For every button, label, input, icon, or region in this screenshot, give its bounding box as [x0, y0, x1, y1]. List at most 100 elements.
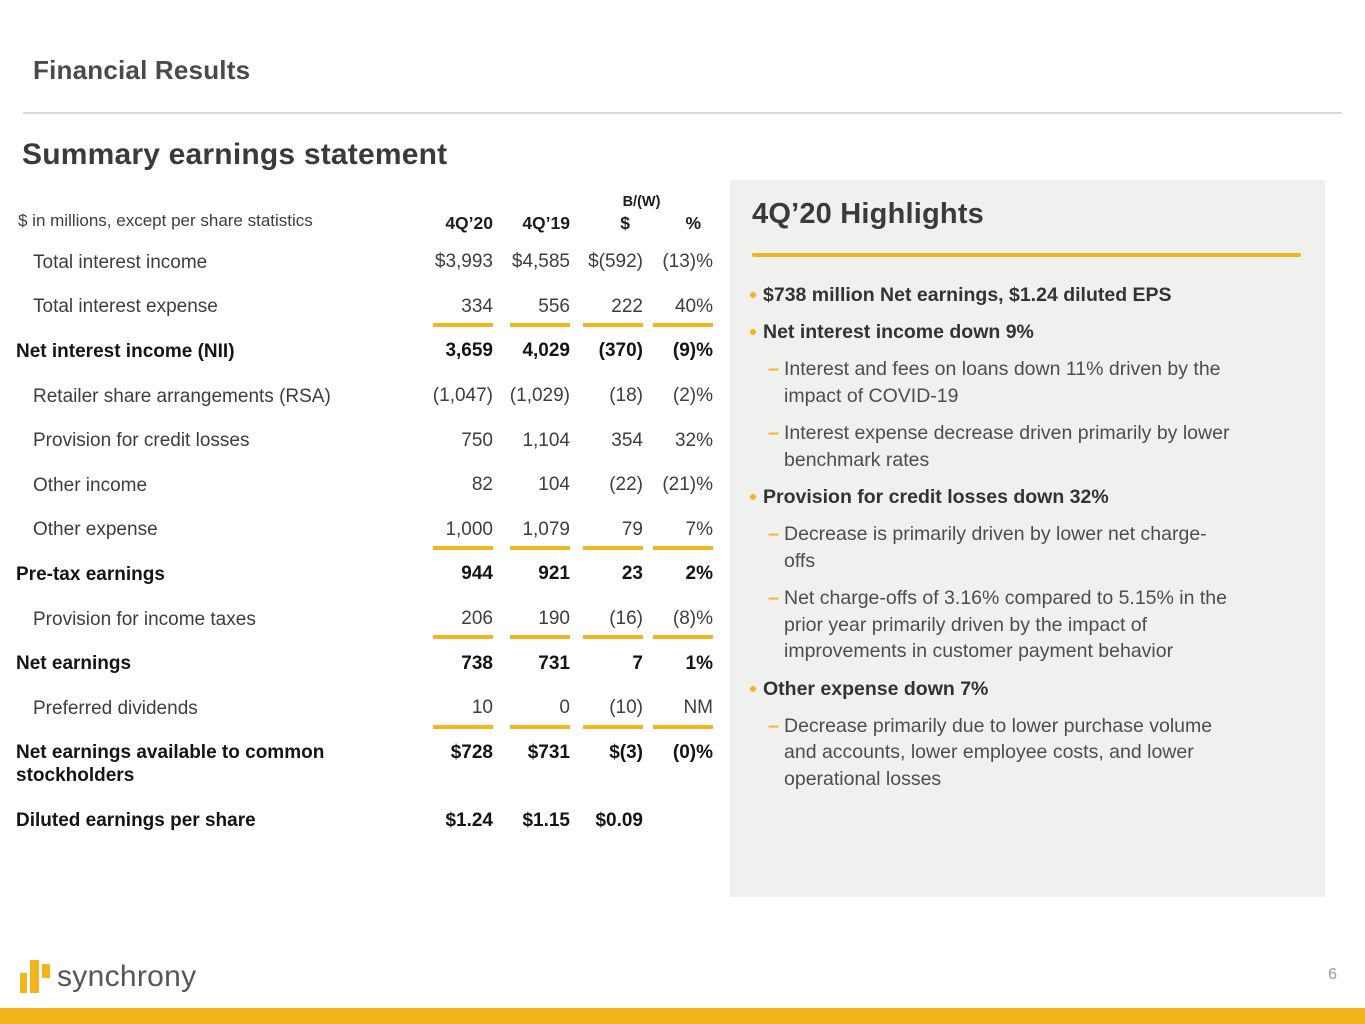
page-number: 6	[1328, 966, 1337, 983]
value-bw-percent: (2)%	[672, 385, 713, 407]
highlight-text: Provision for credit losses down 32%	[763, 486, 1109, 508]
value-bw-percent: (8)%	[643, 596, 713, 642]
slide-kicker: Financial Results	[33, 55, 251, 85]
highlights-divider	[752, 253, 1301, 257]
column-header-dollar: $	[620, 213, 630, 233]
value-4q20: 1,000	[420, 507, 493, 553]
bullet-dot-icon	[750, 685, 756, 692]
row-label: Other income	[33, 474, 148, 496]
bullet-dot-icon	[750, 292, 756, 298]
value-bw-dollar: $0.09	[595, 809, 643, 831]
synchrony-logo: synchrony	[20, 958, 260, 998]
row-label: Net earnings available to common stockho…	[16, 741, 325, 786]
value-bw-dollar: (22)	[609, 474, 643, 496]
row-label: Provision for income taxes	[33, 608, 256, 630]
table-row: Pre-tax earnings 944 921 23 2%	[16, 552, 714, 597]
value-4q20: 3,659	[445, 340, 493, 362]
highlight-sub-text: Decrease primarily due to lower purchase…	[784, 714, 1213, 790]
table-row: Diluted earnings per share $1.24 $1.15 $0.0…	[16, 799, 714, 844]
value-bw-percent: NM	[643, 685, 713, 731]
value-4q20: (1,047)	[432, 385, 493, 407]
bullet-dot-icon	[750, 494, 756, 500]
dash-bullet-icon: –	[768, 714, 779, 737]
column-header-percent: %	[685, 213, 701, 233]
highlights-list: $738 million Net earnings, $1.24 diluted…	[750, 282, 1301, 792]
row-label: Provision for credit losses	[33, 430, 250, 452]
highlight-item: Provision for credit losses down 32%	[750, 484, 1301, 510]
highlight-sub-text: Interest and fees on loans down 11% driv…	[784, 358, 1221, 407]
value-4q19: 731	[538, 652, 570, 674]
value-4q19: $1.15	[522, 809, 570, 831]
value-4q20: $728	[450, 741, 493, 763]
table-row: Provision for income taxes 206 190 (16) (8)%	[16, 596, 714, 642]
value-4q19: (1,029)	[509, 385, 570, 407]
value-4q20: 334	[420, 284, 493, 330]
value-bw-percent	[643, 799, 713, 844]
value-bw-dollar: (18)	[609, 385, 643, 407]
column-header-bw-group: B/(W) $ %	[570, 194, 713, 240]
value-4q20: $1.24	[445, 809, 493, 831]
highlight-sub-item: – Net charge-offs of 3.16% compared to 5.…	[750, 585, 1301, 665]
table-row: Retailer share arrangements (RSA) (1,047)…	[16, 374, 714, 419]
highlight-sub-text: Interest expense decrease driven primari…	[784, 422, 1230, 471]
value-bw-percent: 32%	[674, 429, 713, 451]
highlight-item: $738 million Net earnings, $1.24 diluted…	[750, 282, 1301, 308]
dash-bullet-icon: –	[768, 422, 779, 444]
highlight-text: $738 million Net earnings, $1.24 diluted…	[763, 284, 1172, 306]
column-header-4q20: 4Q’20	[445, 213, 493, 233]
value-bw-percent: 7%	[643, 507, 713, 553]
value-bw-dollar: 222	[570, 284, 643, 330]
dash-bullet-icon: –	[768, 587, 779, 609]
synchrony-logo-text: synchrony	[57, 960, 197, 993]
value-bw-dollar: $(3)	[609, 741, 643, 763]
highlight-item: Other expense down 7%	[750, 676, 1301, 702]
row-label: Preferred dividends	[33, 697, 198, 719]
highlight-text: Net interest income down 9%	[763, 321, 1034, 343]
row-label: Diluted earnings per share	[16, 810, 256, 832]
table-header-row: $ in millions, except per share statisti…	[16, 192, 714, 240]
highlight-text: Other expense down 7%	[763, 677, 989, 700]
synchrony-bars-icon	[20, 958, 54, 994]
page-title: Summary earnings statement	[22, 138, 448, 171]
table-row: Net earnings 738 731 7 1%	[16, 641, 714, 686]
highlights-title: 4Q’20 Highlights	[752, 198, 985, 230]
value-bw-percent: 2%	[685, 563, 713, 585]
bottom-accent-bar	[0, 1008, 1365, 1024]
highlight-sub-item: – Decrease is primarily driven by lower n…	[750, 521, 1301, 574]
row-label: Net earnings	[16, 653, 132, 675]
value-bw-percent: (21)%	[662, 474, 713, 496]
value-bw-dollar: (16)	[570, 596, 643, 642]
value-4q20: $3,993	[434, 251, 493, 273]
row-label: Other expense	[33, 519, 158, 541]
value-bw-percent: 1%	[685, 652, 713, 674]
highlight-sub-item: – Interest expense decrease driven primar…	[750, 420, 1301, 473]
column-header-4q19: 4Q’19	[522, 213, 570, 233]
highlights-panel: 4Q’20 Highlights $738 million Net earnin…	[730, 180, 1325, 897]
value-bw-dollar: 7	[632, 652, 643, 674]
value-4q19: $4,585	[511, 251, 570, 273]
table-unit-note: $ in millions, except per share statisti…	[18, 211, 313, 230]
value-bw-percent: 40%	[643, 284, 713, 330]
value-4q20: 944	[461, 563, 493, 585]
value-4q19: 104	[538, 474, 570, 496]
table-row: Net earnings available to common stockho…	[16, 731, 714, 799]
table-row: Preferred dividends 10 0 (10) NM	[16, 685, 714, 731]
table-row: Total interest expense 334 556 222 40%	[16, 284, 714, 330]
value-4q19: 190	[493, 596, 570, 642]
highlight-sub-text: Net charge-offs of 3.16% compared to 5.1…	[784, 587, 1227, 662]
row-label: Total interest expense	[33, 296, 218, 318]
row-label: Total interest income	[33, 251, 208, 273]
value-bw-dollar: 23	[621, 563, 643, 585]
value-bw-percent: (13)%	[662, 251, 713, 273]
dash-bullet-icon: –	[768, 523, 779, 545]
earnings-table: $ in millions, except per share statisti…	[16, 192, 714, 843]
table-row: Provision for credit losses 750 1,104 354 32…	[16, 418, 714, 463]
highlight-sub-item: – Interest and fees on loans down 11% dri…	[750, 356, 1301, 409]
value-4q19: $731	[527, 741, 570, 763]
table-row: Other income 82 104 (22) (21)%	[16, 463, 714, 508]
table-body: Total interest income $3,993 $4,585 $(592) (…	[16, 240, 714, 843]
column-header-bw: B/(W)	[622, 194, 661, 210]
value-4q19: 4,029	[522, 340, 570, 362]
row-label: Pre-tax earnings	[16, 563, 165, 585]
highlight-sub-text: Decrease is primarily driven by lower ne…	[784, 523, 1207, 572]
